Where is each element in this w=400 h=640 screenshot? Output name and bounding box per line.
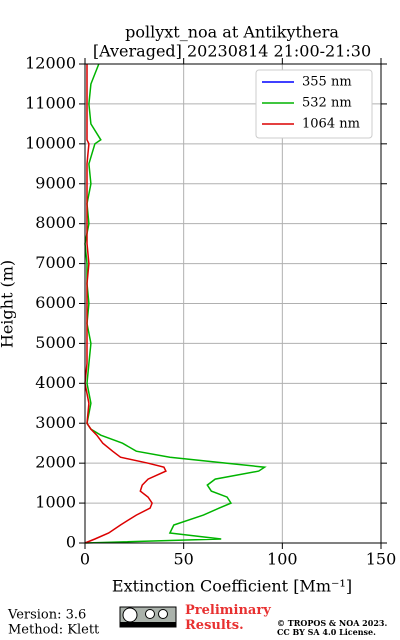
chart-subtitle: [Averaged] 20230814 21:00-21:30 — [93, 42, 371, 61]
x-tick-label: 50 — [173, 550, 193, 569]
method: Method: Klett — [8, 623, 100, 638]
plot-frame — [84, 63, 382, 544]
legend-label: 1064 nm — [302, 117, 360, 132]
y-tick-label: 2000 — [35, 453, 76, 472]
chart-title: pollyxt_noa at Antikythera — [125, 23, 339, 42]
line-series — [84, 64, 167, 544]
x-tick-label: 0 — [80, 550, 90, 569]
cc-logo — [119, 606, 177, 628]
license: CC BY SA 4.0 License. — [277, 627, 376, 637]
y-tick-label: 11000 — [25, 93, 76, 112]
x-axis-label: Extinction Coefficient [Mm⁻¹] — [112, 577, 352, 596]
y-tick-label: 12000 — [25, 54, 76, 73]
y-axis-label: Height (m) — [0, 260, 17, 348]
y-tick-label: 0 — [66, 533, 76, 552]
legend-box — [255, 69, 373, 139]
y-tick-label: 3000 — [35, 413, 76, 432]
y-tick-label: 5000 — [35, 333, 76, 352]
legend-label: 355 nm — [302, 75, 352, 90]
y-tick-label: 10000 — [25, 133, 76, 152]
x-tick-label: 100 — [267, 550, 298, 569]
x-tick-label: 150 — [366, 550, 397, 569]
version: Version: 3.6 — [7, 608, 86, 623]
copyright: © TROPOS & NOA 2023. — [277, 618, 387, 628]
preliminary: Preliminary Results. — [185, 603, 271, 633]
y-tick-label: 9000 — [35, 173, 76, 192]
y-tick-label: 1000 — [35, 493, 76, 512]
y-tick-label: 7000 — [35, 253, 76, 272]
y-tick-label: 4000 — [35, 373, 76, 392]
y-tick-label: 6000 — [35, 293, 76, 312]
y-tick-label: 8000 — [35, 213, 76, 232]
legend-label: 532 nm — [302, 96, 352, 111]
